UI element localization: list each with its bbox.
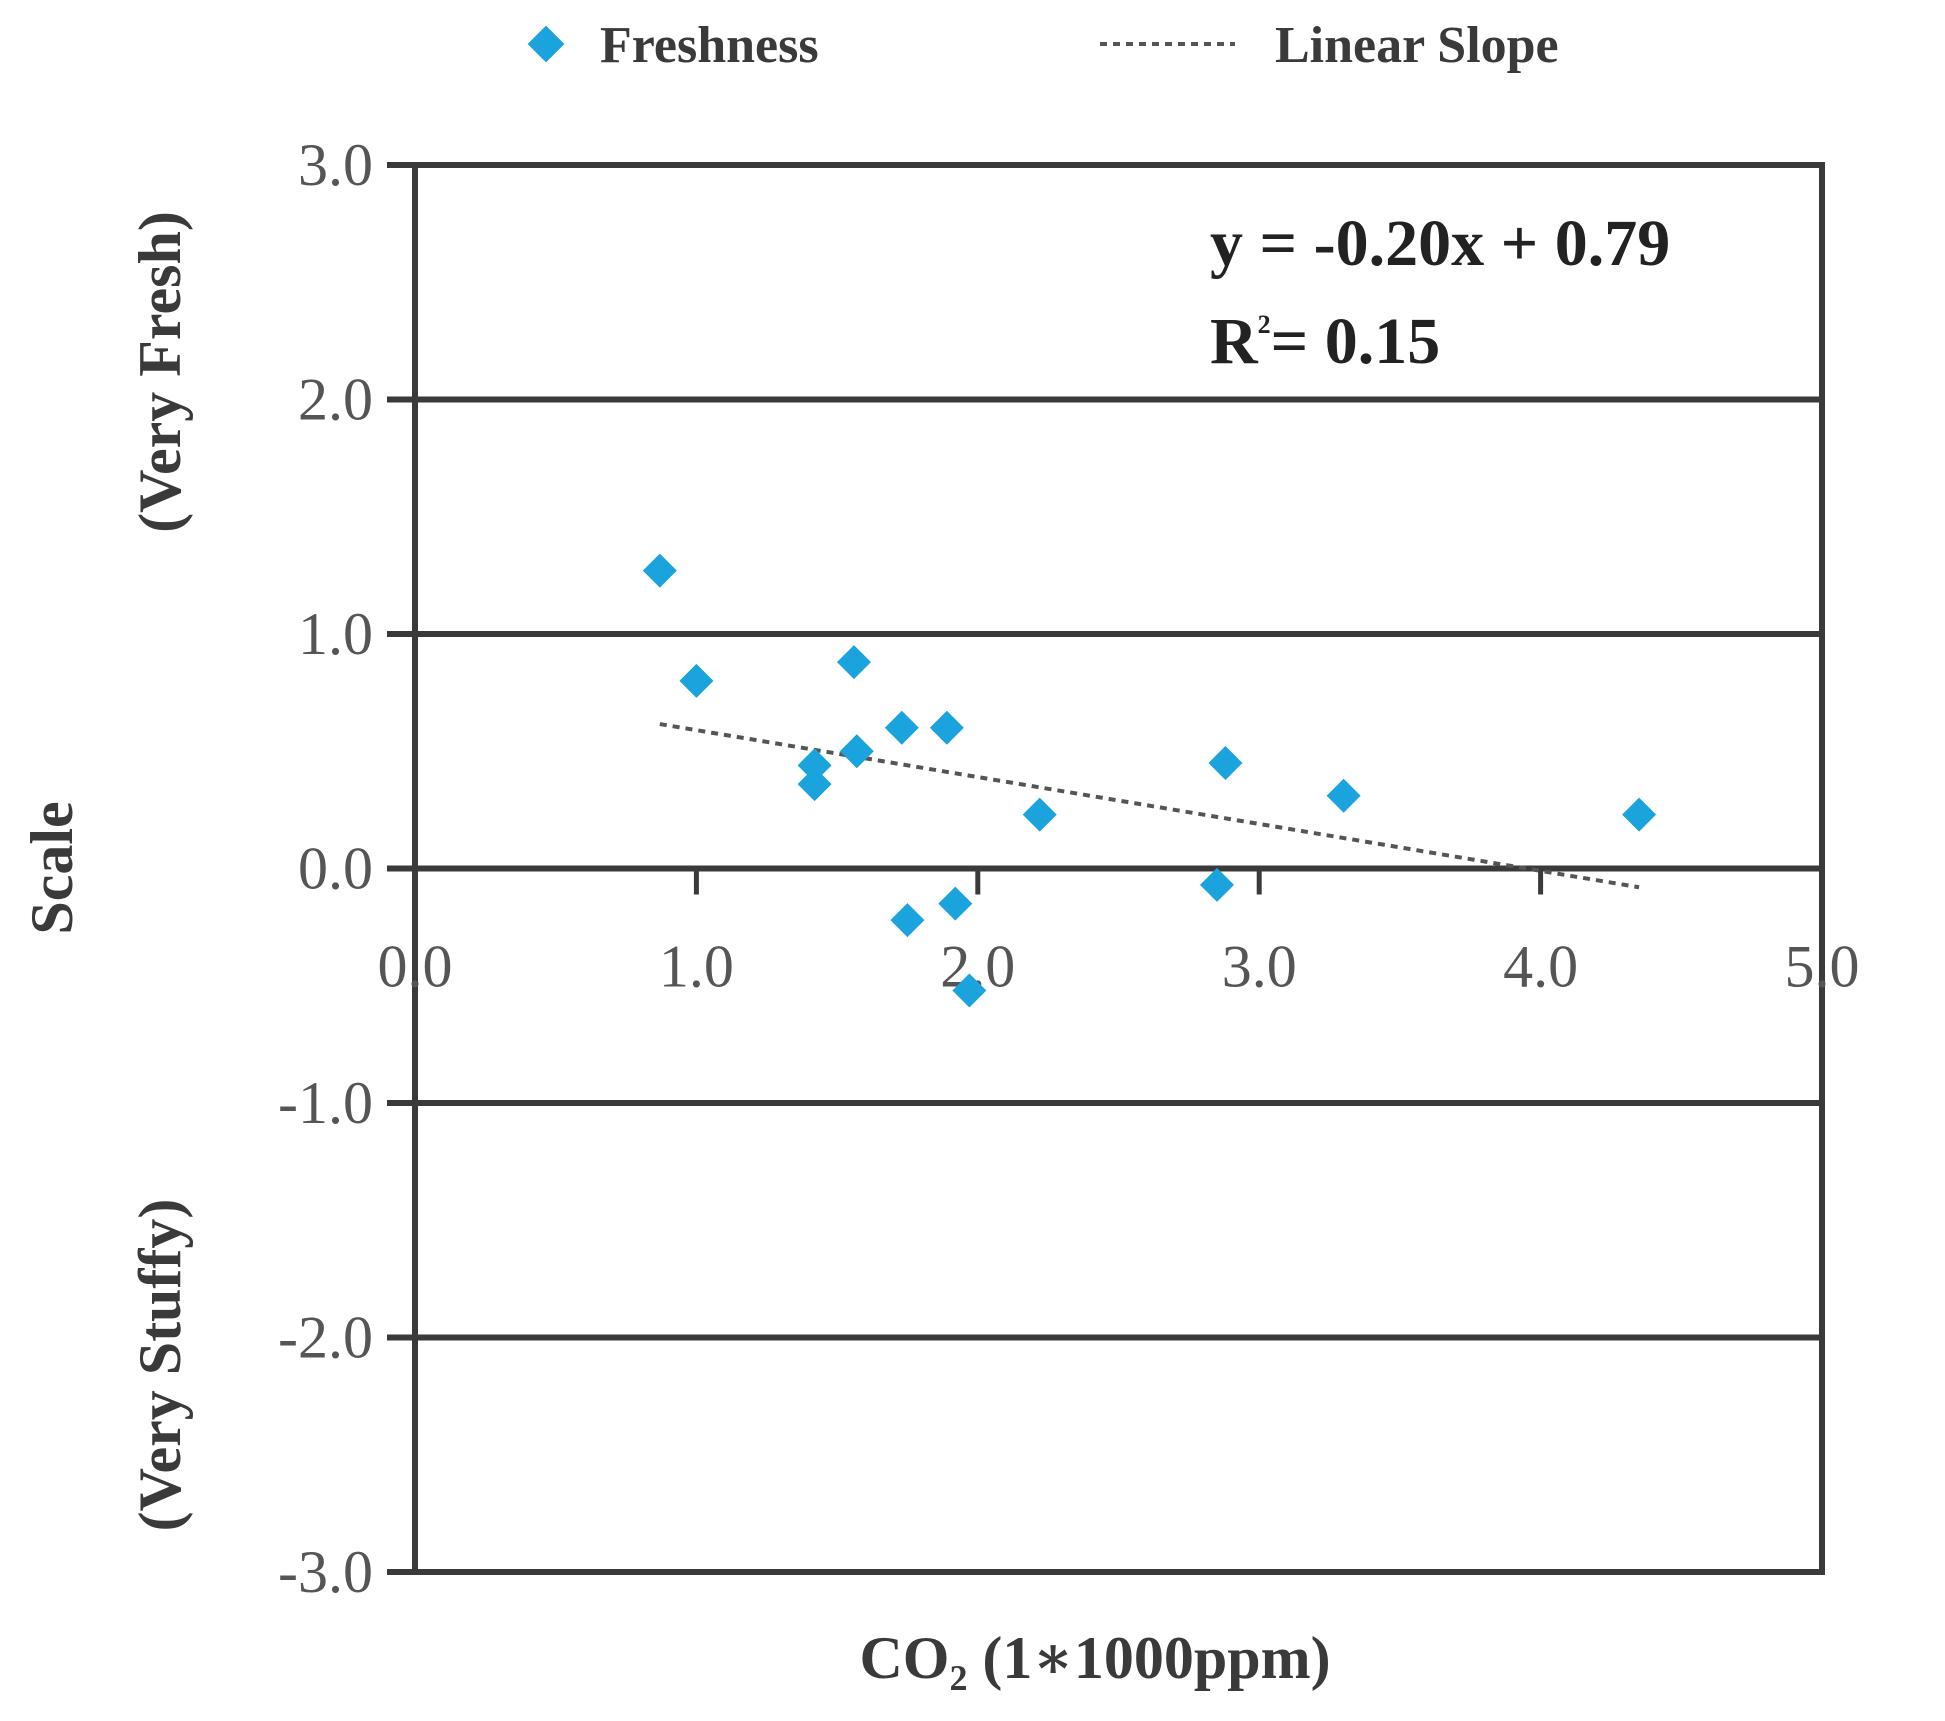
y-tick-label: -2.0	[278, 1305, 373, 1371]
y-tick-label: -1.0	[278, 1070, 373, 1136]
data-point	[1199, 867, 1234, 902]
y-tick-label: 1.0	[298, 601, 373, 667]
y-tick-label: 0.0	[298, 836, 373, 902]
y-axis-title-top: (Very Fresh)	[127, 211, 193, 533]
y-axis-title: Scale	[19, 801, 85, 934]
data-point	[797, 748, 832, 783]
data-point	[642, 553, 677, 588]
y-tick-label: 2.0	[298, 367, 373, 433]
data-point	[1326, 778, 1361, 813]
x-tick-label: 5.0	[1785, 934, 1860, 1000]
data-point	[839, 734, 874, 769]
tick-marks	[693, 868, 1544, 895]
data-point	[890, 903, 925, 938]
data-point	[1022, 797, 1057, 832]
x-tick-labels: 0.0 1.0 2.0 3.0 4.0 5.0	[378, 934, 1860, 1000]
plot-area-border	[412, 162, 1825, 1575]
x-axis-title: CO₂ (1∗1000ppm)	[859, 1625, 1330, 1691]
y-tick-labels: 3.0 2.0 1.0 0.0 -1.0 -2.0 -3.0	[278, 132, 373, 1605]
r-squared-label: R2= 0.15	[1210, 305, 1440, 378]
data-point	[836, 645, 871, 680]
data-point	[929, 710, 964, 745]
y-axis-title-bottom: (Very Stuffy)	[127, 1199, 193, 1532]
data-point	[679, 663, 714, 698]
data-point	[884, 710, 919, 745]
x-tick-label: 0.0	[378, 934, 453, 1000]
y-tick-label: 3.0	[298, 132, 373, 198]
data-point	[952, 973, 987, 1008]
x-tick-label: 3.0	[1222, 934, 1297, 1000]
trendline-linear-slope	[659, 722, 1640, 890]
y-tick-label: -3.0	[278, 1539, 373, 1605]
data-point	[1208, 745, 1243, 780]
x-tick-label: 4.0	[1503, 934, 1578, 1000]
legend-label-linear-slope: Linear Slope	[1275, 17, 1559, 74]
r-squared-value: = 0.15	[1271, 305, 1441, 378]
legend-marker-freshness	[527, 25, 565, 63]
x-tick-label: 1.0	[659, 934, 734, 1000]
legend: Freshness Linear Slope	[527, 17, 1559, 74]
freshness-points	[642, 553, 1657, 1008]
regression-equation: y = -0.20x + 0.79	[1210, 207, 1670, 280]
r-squared-exponent: 2	[1258, 310, 1271, 339]
r-squared-prefix: R	[1210, 305, 1259, 378]
data-point	[938, 886, 973, 921]
legend-label-freshness: Freshness	[600, 17, 819, 74]
data-point	[1622, 797, 1657, 832]
data-point	[797, 767, 832, 802]
